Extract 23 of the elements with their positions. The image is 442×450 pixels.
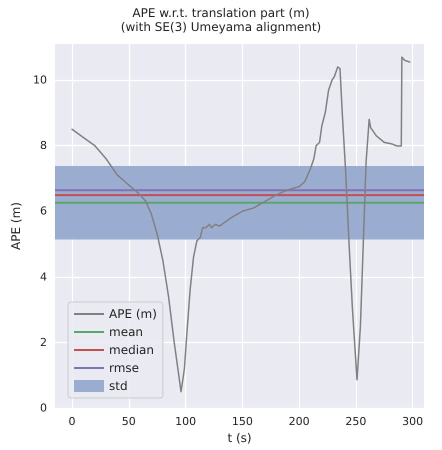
legend-label: std xyxy=(109,379,128,393)
legend-label: mean xyxy=(109,325,144,339)
legend-label: median xyxy=(109,343,154,357)
y-tick-label: 8 xyxy=(40,139,47,152)
x-tick-label: 150 xyxy=(232,415,253,428)
x-tick-label: 100 xyxy=(175,415,196,428)
legend-label: rmse xyxy=(109,361,140,375)
x-axis-title: t (s) xyxy=(227,430,252,445)
y-tick-label: 4 xyxy=(40,270,47,284)
y-tick-label: 10 xyxy=(33,74,47,87)
y-tick-label: 6 xyxy=(40,204,47,218)
y-axis-title: APE (m) xyxy=(9,202,24,250)
line-series xyxy=(71,56,411,392)
x-tick-label: 250 xyxy=(345,415,366,428)
x-tick-label: 200 xyxy=(288,415,310,428)
y-tick-label: 2 xyxy=(40,336,47,349)
x-tick-label: 50 xyxy=(122,415,136,428)
chart-title: APE w.r.t. translation part (m) xyxy=(132,6,310,20)
x-tick-label: 0 xyxy=(68,415,76,428)
x-tick-label: 300 xyxy=(402,415,424,428)
y-tick-label: 0 xyxy=(40,402,47,414)
chart-subtitle: (with SE(3) Umeyama alignment) xyxy=(120,20,322,34)
legend-label: APE (m) xyxy=(109,307,157,321)
